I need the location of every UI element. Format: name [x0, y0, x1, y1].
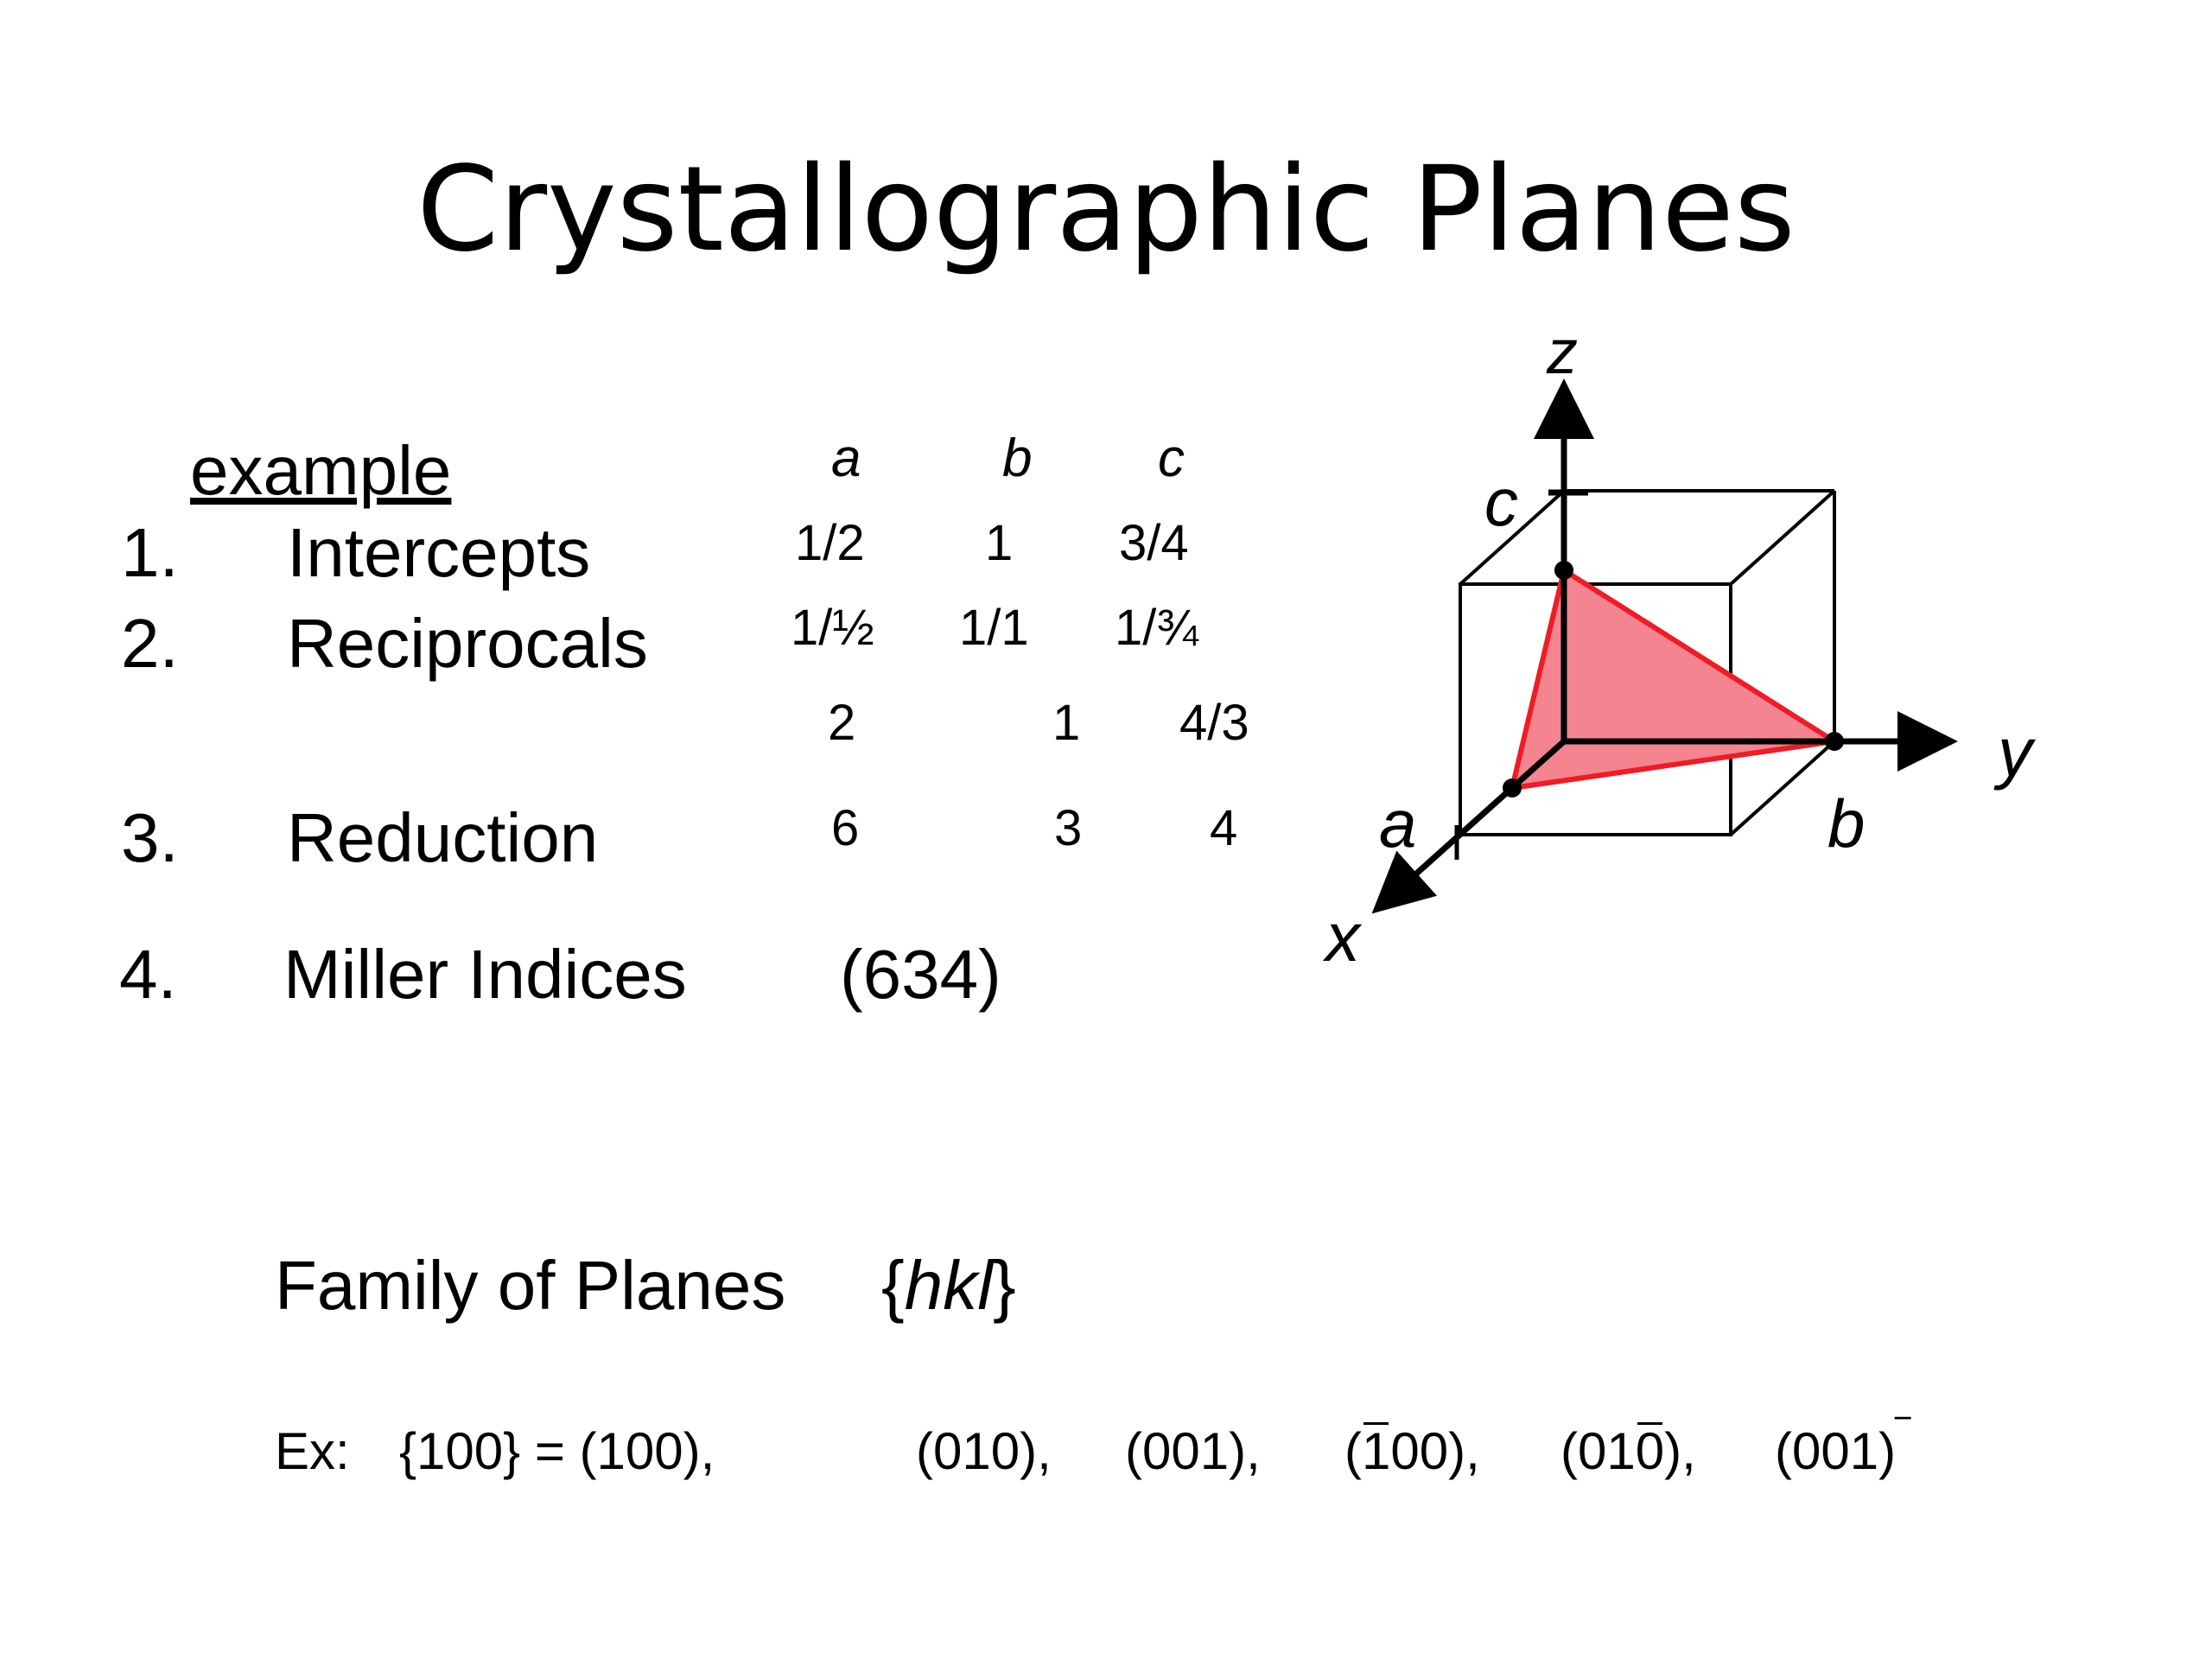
step-label-intercepts: Intercepts	[287, 514, 591, 591]
step-number: 4.	[119, 936, 177, 1013]
step-number: 1.	[121, 514, 179, 591]
intercept-b: 1	[985, 515, 1014, 571]
step-number: 2.	[121, 605, 179, 682]
intercept-label-c: c	[1484, 464, 1518, 540]
step-label-reduction: Reduction	[287, 799, 599, 876]
page-title: Crystallographic Planes	[416, 142, 1796, 278]
column-header-b: b	[1002, 429, 1033, 488]
intercept-label-a: a	[1379, 785, 1416, 861]
reciprocal-c: 1/¾	[1115, 600, 1198, 656]
ex-prefix: Ex:	[275, 1422, 350, 1480]
reduction-b: 3	[1054, 800, 1083, 856]
step-number: 3.	[121, 799, 179, 876]
step-label-reciprocals: Reciprocals	[287, 605, 648, 682]
axis-label-z: z	[1546, 318, 1578, 387]
intercept-label-b: b	[1827, 785, 1865, 861]
unit-cell-cube	[1459, 489, 1836, 836]
column-header-c: c	[1158, 429, 1185, 488]
ex-plane-bar100: (100),	[1344, 1422, 1480, 1480]
reciprocal-b: 1/1	[959, 600, 1029, 656]
cube-edge	[1729, 740, 1836, 836]
column-header-a: a	[831, 429, 861, 488]
ex-plane-001: (001),	[1125, 1422, 1261, 1480]
intercept-point-b	[1825, 732, 1844, 751]
axis-label-y: y	[1993, 714, 2037, 791]
reduction-a: 6	[831, 800, 860, 856]
intercept-a: 1/2	[795, 515, 865, 571]
cube-edge	[1459, 489, 1566, 586]
intercept-c: 3/4	[1119, 515, 1189, 571]
intercept-point-c	[1554, 561, 1573, 580]
family-notation: {hkl}	[881, 1247, 1016, 1324]
x-axis	[1371, 739, 1567, 914]
step-label-miller-indices: Miller Indices	[283, 936, 687, 1013]
ex-plane-010: (010),	[916, 1422, 1052, 1480]
cube-edge	[1729, 489, 1836, 586]
reduction-c: 4	[1210, 800, 1238, 856]
crystal-plane-634	[1510, 568, 1837, 791]
intercept-point-a	[1503, 779, 1522, 798]
axis-label-x: x	[1322, 899, 1363, 976]
reciprocal-value-b: 1	[1052, 695, 1081, 751]
family-of-planes-label: Family of Planes	[275, 1247, 786, 1324]
reciprocal-a: 1/½	[791, 600, 874, 656]
reciprocal-value-a: 2	[828, 695, 856, 751]
example-heading: example	[190, 432, 452, 509]
reciprocal-value-c: 4/3	[1179, 695, 1249, 751]
miller-indices-value: (634)	[840, 936, 1001, 1013]
ex-plane-01bar0: (010),	[1560, 1422, 1696, 1480]
ex-plane-00bar1: (001)‾	[1775, 1414, 1910, 1480]
ex-family-set: {100} = (100),	[399, 1422, 715, 1480]
